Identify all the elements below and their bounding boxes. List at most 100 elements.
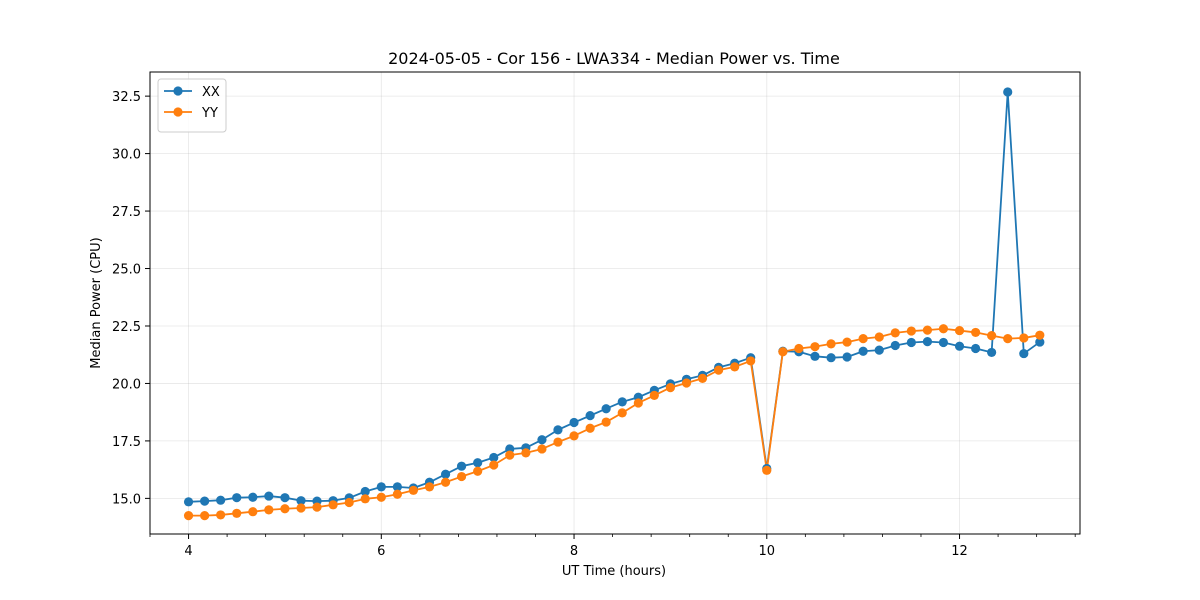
series-point-yy-3 [232, 508, 242, 518]
series-point-xx-44 [890, 340, 900, 351]
legend-label-xx: XX [202, 85, 220, 100]
series-point-xx-49 [971, 343, 981, 354]
series-point-xx-3 [232, 493, 242, 503]
plot-area: 4 6 8 10 12 15.0 17.5 20.0 22.5 25.0 27.5 30.0 32.5 X… [112, 71, 1081, 559]
y-tick-label-7: 32.5 [112, 90, 141, 105]
series-point-yy-22 [537, 444, 547, 454]
series-point-yy-9 [328, 500, 338, 510]
y-tick-label-1: 17.5 [112, 435, 141, 450]
series-point-yy-21 [521, 448, 531, 458]
y-tick-label-4: 25.0 [112, 263, 141, 278]
series-point-yy-33 [714, 365, 724, 375]
series-point-yy-45 [906, 326, 916, 336]
series-point-xx-19 [489, 452, 499, 463]
series-point-yy-16 [440, 477, 451, 487]
x-tick-label-4: 12 [951, 544, 968, 559]
series-point-xx-22 [537, 435, 547, 445]
series-point-yy-35 [746, 356, 756, 366]
series-point-yy-49 [971, 327, 981, 338]
series-point-xx-43 [874, 345, 884, 355]
legend-marker-xx [173, 86, 183, 96]
series-point-xx-4 [248, 492, 258, 502]
series-point-xx-45 [906, 337, 916, 348]
series-point-xx-47 [938, 337, 949, 348]
series-point-xx-52 [1019, 348, 1029, 359]
series-point-yy-28 [633, 398, 643, 408]
series-point-yy-19 [489, 460, 499, 470]
series-point-yy-32 [697, 373, 708, 383]
series-point-xx-27 [617, 397, 627, 407]
series-point-yy-29 [649, 390, 659, 400]
series-point-yy-40 [826, 339, 836, 349]
series-point-yy-7 [296, 503, 306, 513]
series-point-xx-6 [280, 493, 290, 503]
series-point-yy-51 [1003, 334, 1013, 344]
series-point-yy-11 [360, 494, 370, 504]
series-point-xx-2 [216, 495, 226, 505]
y-axis-label: Median Power (CPU) [89, 237, 104, 368]
x-tick-label-2: 8 [570, 544, 578, 559]
series-point-yy-17 [456, 471, 467, 482]
series-point-xx-11 [360, 486, 370, 497]
series-point-yy-52 [1019, 333, 1029, 343]
series-point-yy-47 [938, 324, 949, 334]
series-point-yy-38 [794, 343, 804, 354]
series-point-yy-44 [890, 328, 900, 338]
series-point-yy-48 [954, 325, 965, 336]
series-point-yy-24 [569, 431, 579, 441]
series-point-yy-53 [1035, 330, 1045, 340]
series-point-yy-43 [874, 332, 884, 342]
axes-frame [149, 71, 1081, 535]
series-point-xx-39 [810, 351, 820, 361]
series-point-yy-2 [216, 510, 226, 520]
series-point-yy-15 [424, 482, 435, 492]
series-point-xx-40 [826, 353, 836, 363]
series-point-xx-7 [296, 496, 306, 506]
series-point-yy-34 [730, 362, 740, 372]
y-tick-label-2: 20.0 [112, 377, 141, 392]
series-point-xx-50 [987, 347, 997, 358]
series-point-xx-1 [200, 496, 210, 506]
series-point-yy-31 [681, 378, 692, 388]
series-point-yy-0 [183, 511, 194, 521]
series-point-xx-5 [264, 491, 274, 501]
series-point-xx-51 [1003, 87, 1013, 97]
legend-marker-yy [173, 107, 183, 117]
y-tick-label-5: 27.5 [112, 205, 141, 220]
series-point-xx-26 [601, 404, 611, 414]
series-point-yy-23 [553, 437, 563, 447]
series-point-xx-53 [1035, 337, 1045, 347]
legend-label-yy: YY [201, 106, 218, 121]
series-point-yy-39 [810, 342, 820, 352]
series-point-yy-25 [585, 423, 595, 433]
series-point-xx-24 [569, 417, 579, 428]
series-point-yy-46 [922, 325, 933, 335]
series-point-yy-10 [344, 497, 354, 508]
series-point-yy-50 [987, 331, 997, 341]
x-tick-label-3: 10 [759, 544, 776, 559]
series-point-yy-8 [312, 502, 322, 512]
y-tick-label-3: 22.5 [112, 320, 141, 335]
y-tick-label-6: 30.0 [112, 148, 141, 163]
series-point-yy-42 [858, 334, 868, 344]
x-tick-label-0: 4 [184, 544, 192, 559]
series-point-xx-42 [858, 346, 868, 356]
series-point-xx-41 [842, 352, 852, 362]
series-point-yy-36 [762, 465, 772, 475]
series-point-yy-5 [264, 505, 274, 515]
series-point-yy-20 [505, 450, 515, 460]
series-point-xx-25 [585, 411, 595, 421]
series-point-yy-4 [248, 507, 258, 517]
series-point-yy-41 [842, 337, 852, 347]
series-point-xx-13 [392, 482, 402, 492]
series-point-yy-30 [665, 382, 676, 393]
series-point-xx-17 [456, 461, 467, 471]
series-point-yy-12 [376, 492, 386, 502]
x-axis-label: UT Time (hours) [562, 564, 666, 579]
series-point-xx-23 [553, 425, 563, 435]
series-point-xx-12 [376, 482, 386, 492]
chart-title: 2024-05-05 - Cor 156 - LWA334 - Median P… [388, 49, 840, 68]
series-point-xx-0 [183, 497, 194, 507]
series-point-yy-6 [280, 504, 290, 514]
